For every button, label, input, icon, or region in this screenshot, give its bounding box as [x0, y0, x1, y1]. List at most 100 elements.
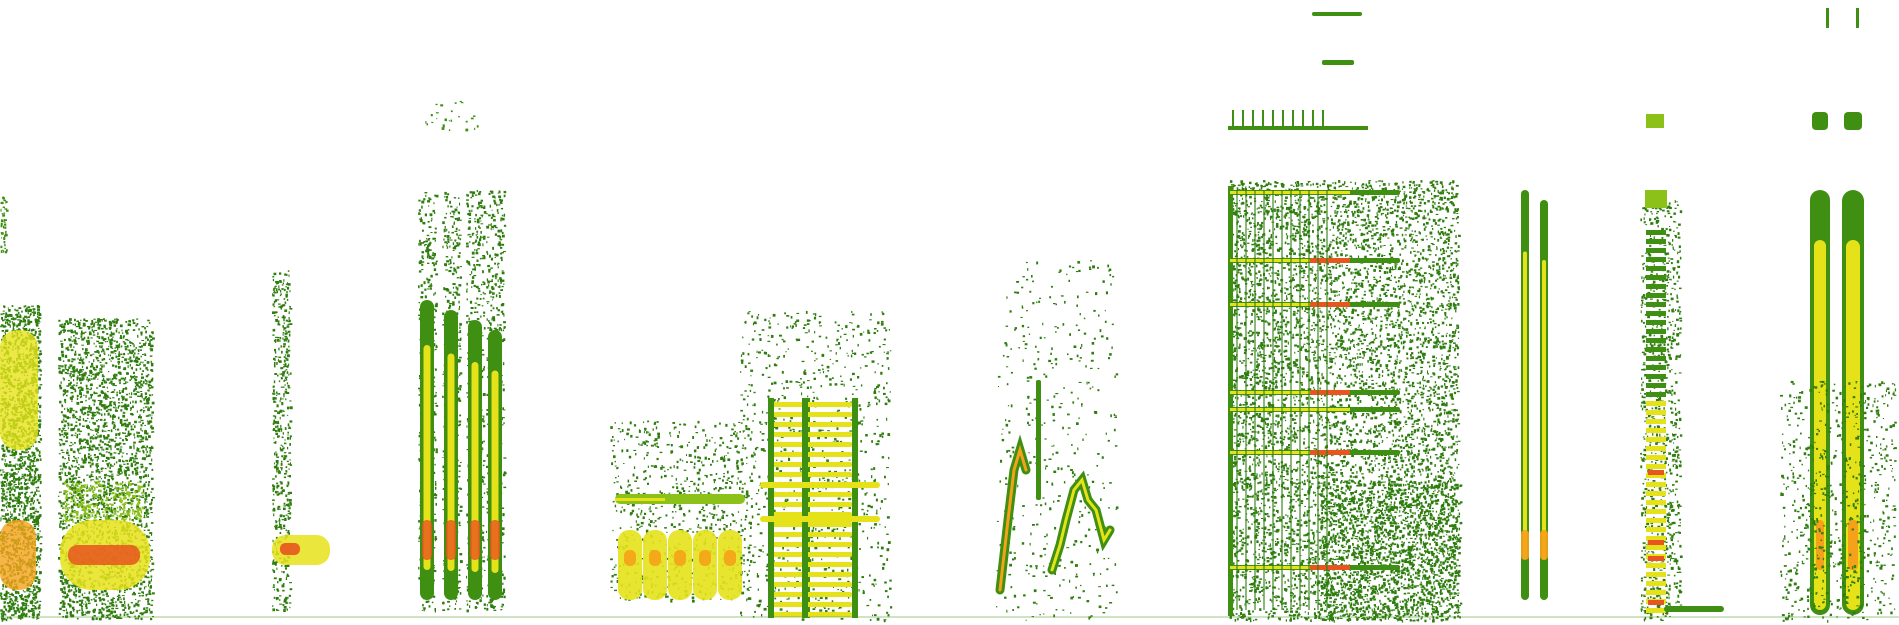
stroke-1-core: [422, 520, 432, 560]
banded-column-band: [1646, 518, 1666, 523]
ladder-1-rung: [772, 452, 804, 457]
stack-upper-dash-1: [1322, 60, 1354, 65]
banded-column-band: [1646, 572, 1666, 577]
banded-column-band: [1646, 284, 1666, 289]
tall-column-top-tick-1: [1826, 8, 1829, 28]
stack-top-line: [1228, 126, 1368, 130]
tall-column-2-hot: [1848, 520, 1858, 570]
call-spike-1-band: [272, 535, 330, 565]
banded-column-band: [1646, 419, 1666, 424]
ladder-2-rung: [806, 452, 852, 457]
banded-column-band: [1646, 428, 1666, 433]
stack-top-tick: [1242, 110, 1244, 128]
thin-spike-1-hot: [1521, 530, 1529, 560]
banded-column-band: [1646, 410, 1666, 415]
banded-column-foot: [1664, 606, 1724, 612]
banded-column-band: [1646, 248, 1666, 253]
stack-hot-4: [1310, 450, 1350, 455]
ladder-2-rung: [806, 582, 852, 587]
stack-stripe: [1317, 190, 1319, 610]
ladder-1-rung: [772, 592, 804, 597]
stack-hot-5: [1310, 565, 1350, 570]
banded-column-band: [1646, 608, 1666, 613]
banded-column-band: [1646, 455, 1666, 460]
banded-column-band: [1646, 527, 1666, 532]
ladder-2-rung: [806, 552, 852, 557]
ladder-1-rung: [772, 502, 804, 507]
banded-column-band: [1646, 437, 1666, 442]
banded-column-band: [1646, 275, 1666, 280]
ladder-2-rung: [806, 532, 852, 537]
harmonic-cell-core-2: [649, 550, 661, 566]
banded-column-band: [1646, 401, 1666, 406]
ladder-1-rung: [772, 442, 804, 447]
call-spike-1-core: [280, 543, 300, 555]
call-block-2-mid: [62, 481, 144, 523]
call-block-1-band-a: [0, 330, 38, 450]
tall-column-1-hot: [1816, 520, 1824, 570]
ladder-1-rung: [772, 402, 804, 407]
stack-stripe: [1245, 190, 1247, 610]
ladder-cross-line-1: [760, 482, 880, 488]
harmonic-cell-core-4: [699, 550, 711, 566]
ladder-2-rung: [806, 422, 852, 427]
banded-column-band: [1646, 392, 1666, 397]
stack-top-tick: [1252, 110, 1254, 128]
stack-stripe: [1299, 190, 1301, 610]
stack-top-tick: [1322, 110, 1324, 128]
banded-column-band: [1646, 374, 1666, 379]
banded-column-band: [1646, 500, 1666, 505]
thin-spike-2-inner: [1542, 260, 1546, 560]
banded-column-band: [1646, 482, 1666, 487]
stack-top-tick: [1302, 110, 1304, 128]
ladder-1-rung: [772, 602, 804, 607]
banded-column-band: [1646, 464, 1666, 469]
chirp-2-core: [1050, 476, 1112, 572]
banded-column-cap: [1645, 190, 1667, 208]
chirp-spike: [1036, 380, 1041, 500]
stack-stripe: [1236, 190, 1238, 610]
ladder-2-rung: [806, 442, 852, 447]
stack-noise-dense: [1320, 480, 1463, 623]
ladder-1-rung: [772, 492, 804, 497]
chirp-1-core: [998, 444, 1028, 592]
banded-column-band: [1646, 311, 1666, 316]
harmonic-cell-core-5: [724, 550, 736, 566]
ladder-2-rung: [806, 402, 852, 407]
banded-column-band: [1646, 509, 1666, 514]
thin-spike-2-hot: [1540, 530, 1548, 560]
ladder-2-rung: [806, 492, 852, 497]
banded-column-hot: [1648, 556, 1664, 561]
banded-column-band: [1646, 239, 1666, 244]
ladder-1-rung: [772, 572, 804, 577]
ladder-2-rung: [806, 592, 852, 597]
stack-top-tick: [1262, 110, 1264, 128]
tall-columns-noise: [1780, 380, 1897, 623]
banded-column-band: [1646, 563, 1666, 568]
banded-column-hot: [1648, 470, 1664, 475]
stack-stripe: [1254, 190, 1256, 610]
banded-column-cap-top: [1646, 114, 1664, 128]
banded-column-band: [1646, 545, 1666, 550]
ladder-2-rung: [806, 522, 852, 527]
tall-column-2-inner: [1846, 240, 1860, 610]
banded-column-band: [1646, 338, 1666, 343]
ladder-2-rung: [806, 502, 852, 507]
stack-top-tick: [1282, 110, 1284, 128]
banded-column-band: [1646, 581, 1666, 586]
stack-stripe: [1326, 190, 1328, 610]
stroke-1-inner: [423, 345, 431, 570]
thin-spike-1-inner: [1523, 251, 1527, 559]
stack-stripe: [1272, 190, 1274, 610]
banded-column-band: [1646, 383, 1666, 388]
tall-column-1-cap: [1812, 112, 1828, 130]
call-block-1-tick: [0, 196, 9, 254]
banded-column-band: [1646, 356, 1666, 361]
stack-top-tick: [1272, 110, 1274, 128]
stroke-3-core: [470, 520, 480, 560]
stack-top-tick: [1312, 110, 1314, 128]
stack-hot-3: [1310, 390, 1350, 395]
banded-column-hot: [1648, 600, 1664, 605]
stack-stripe: [1281, 190, 1283, 610]
